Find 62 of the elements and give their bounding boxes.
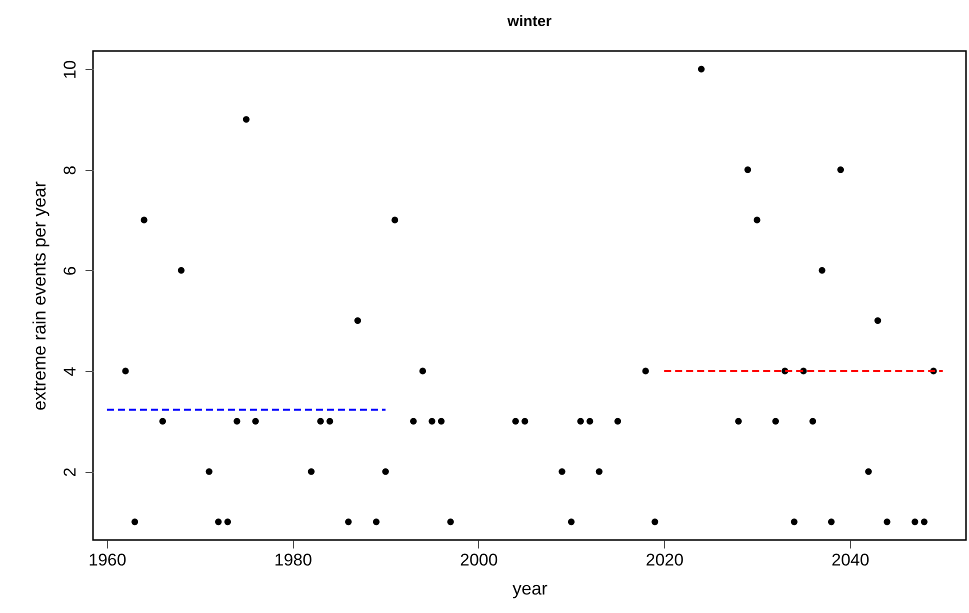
point	[410, 418, 417, 425]
point	[818, 267, 826, 274]
point	[884, 518, 890, 526]
point	[215, 518, 222, 526]
y-tick-label: 4	[60, 366, 80, 376]
point	[865, 468, 872, 475]
y-tick-label: 10	[60, 60, 80, 80]
y-tick-label: 2	[60, 467, 80, 477]
point	[596, 468, 603, 475]
point	[828, 518, 835, 526]
point	[652, 518, 658, 526]
point	[382, 468, 389, 475]
point	[735, 418, 742, 425]
point	[317, 418, 324, 425]
point	[419, 368, 426, 374]
x-tick-label: 2000	[460, 550, 498, 570]
point	[224, 518, 232, 526]
point	[874, 317, 882, 324]
point	[354, 317, 362, 324]
point	[522, 418, 528, 425]
point	[447, 518, 454, 526]
point	[326, 418, 334, 425]
point	[698, 66, 705, 72]
point	[614, 418, 622, 425]
point	[234, 418, 240, 425]
point	[308, 468, 315, 475]
point	[206, 468, 212, 475]
y-axis-title: extreme rain events per year	[30, 181, 50, 411]
point	[178, 267, 185, 274]
point	[345, 518, 352, 526]
point	[577, 418, 584, 425]
point	[428, 418, 436, 425]
x-tick-label: 1960	[88, 550, 126, 570]
x-axis-title: year	[512, 578, 548, 598]
point	[754, 216, 760, 224]
point	[242, 116, 250, 123]
point	[642, 368, 649, 374]
point	[568, 518, 575, 526]
point	[558, 468, 566, 475]
x-tick-label: 2040	[831, 550, 870, 570]
x-tick-label: 2020	[646, 550, 684, 570]
point	[837, 166, 844, 174]
y-tick-label: 6	[60, 266, 80, 276]
point	[512, 418, 519, 425]
point	[586, 418, 594, 425]
chart-title: winter	[506, 13, 552, 30]
x-tick-label: 1980	[274, 550, 312, 570]
point	[912, 518, 918, 526]
point	[772, 418, 779, 425]
point	[159, 418, 166, 425]
point	[744, 166, 752, 174]
point	[790, 518, 798, 526]
point	[809, 418, 816, 425]
point	[140, 216, 148, 224]
y-tick-label: 8	[60, 165, 80, 175]
point	[122, 368, 129, 374]
point	[252, 418, 259, 425]
point	[372, 518, 380, 526]
point	[391, 216, 398, 224]
point	[131, 518, 138, 526]
point	[438, 418, 445, 425]
point	[920, 518, 928, 526]
